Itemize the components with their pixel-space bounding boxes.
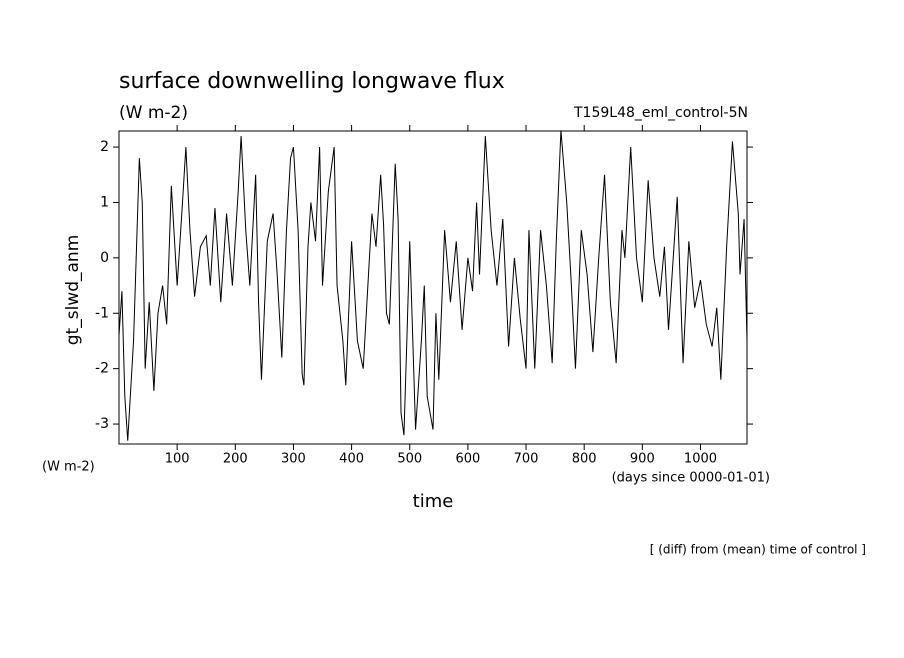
y-tick-label: 2 [100,139,109,155]
x-tick-label: 300 [281,452,306,467]
y-tick-label: 1 [100,194,109,210]
x-tick-label: 200 [223,452,248,467]
y-tick-label: -1 [95,305,109,321]
y-tick-label: 0 [100,250,109,266]
y-axis-label: gt_slwd_anm [63,235,83,345]
experiment: T159L48_eml_control-5N [573,105,748,121]
x-units: (days since 0000-01-01) [612,471,770,486]
x-tick-label: 600 [455,452,480,467]
x-tick-label: 700 [514,452,539,467]
x-axis-label: time [413,491,454,512]
units: (W m-2) [119,103,188,123]
y-units: (W m-2) [42,460,95,475]
y-tick-label: -3 [95,416,109,432]
x-tick-label: 900 [630,452,655,467]
x-tick-label: 400 [339,452,364,467]
data-line [118,130,748,441]
x-tick-label: 800 [572,452,597,467]
x-tick-label: 100 [165,452,190,467]
x-tick-label: 500 [397,452,422,467]
y-tick-label: -2 [95,361,109,377]
plot-frame [118,130,748,445]
chart-title: surface downwelling longwave flux [119,69,505,94]
x-tick-label: 1000 [684,452,717,467]
note: [ (diff) from (mean) time of control ] [650,543,866,557]
